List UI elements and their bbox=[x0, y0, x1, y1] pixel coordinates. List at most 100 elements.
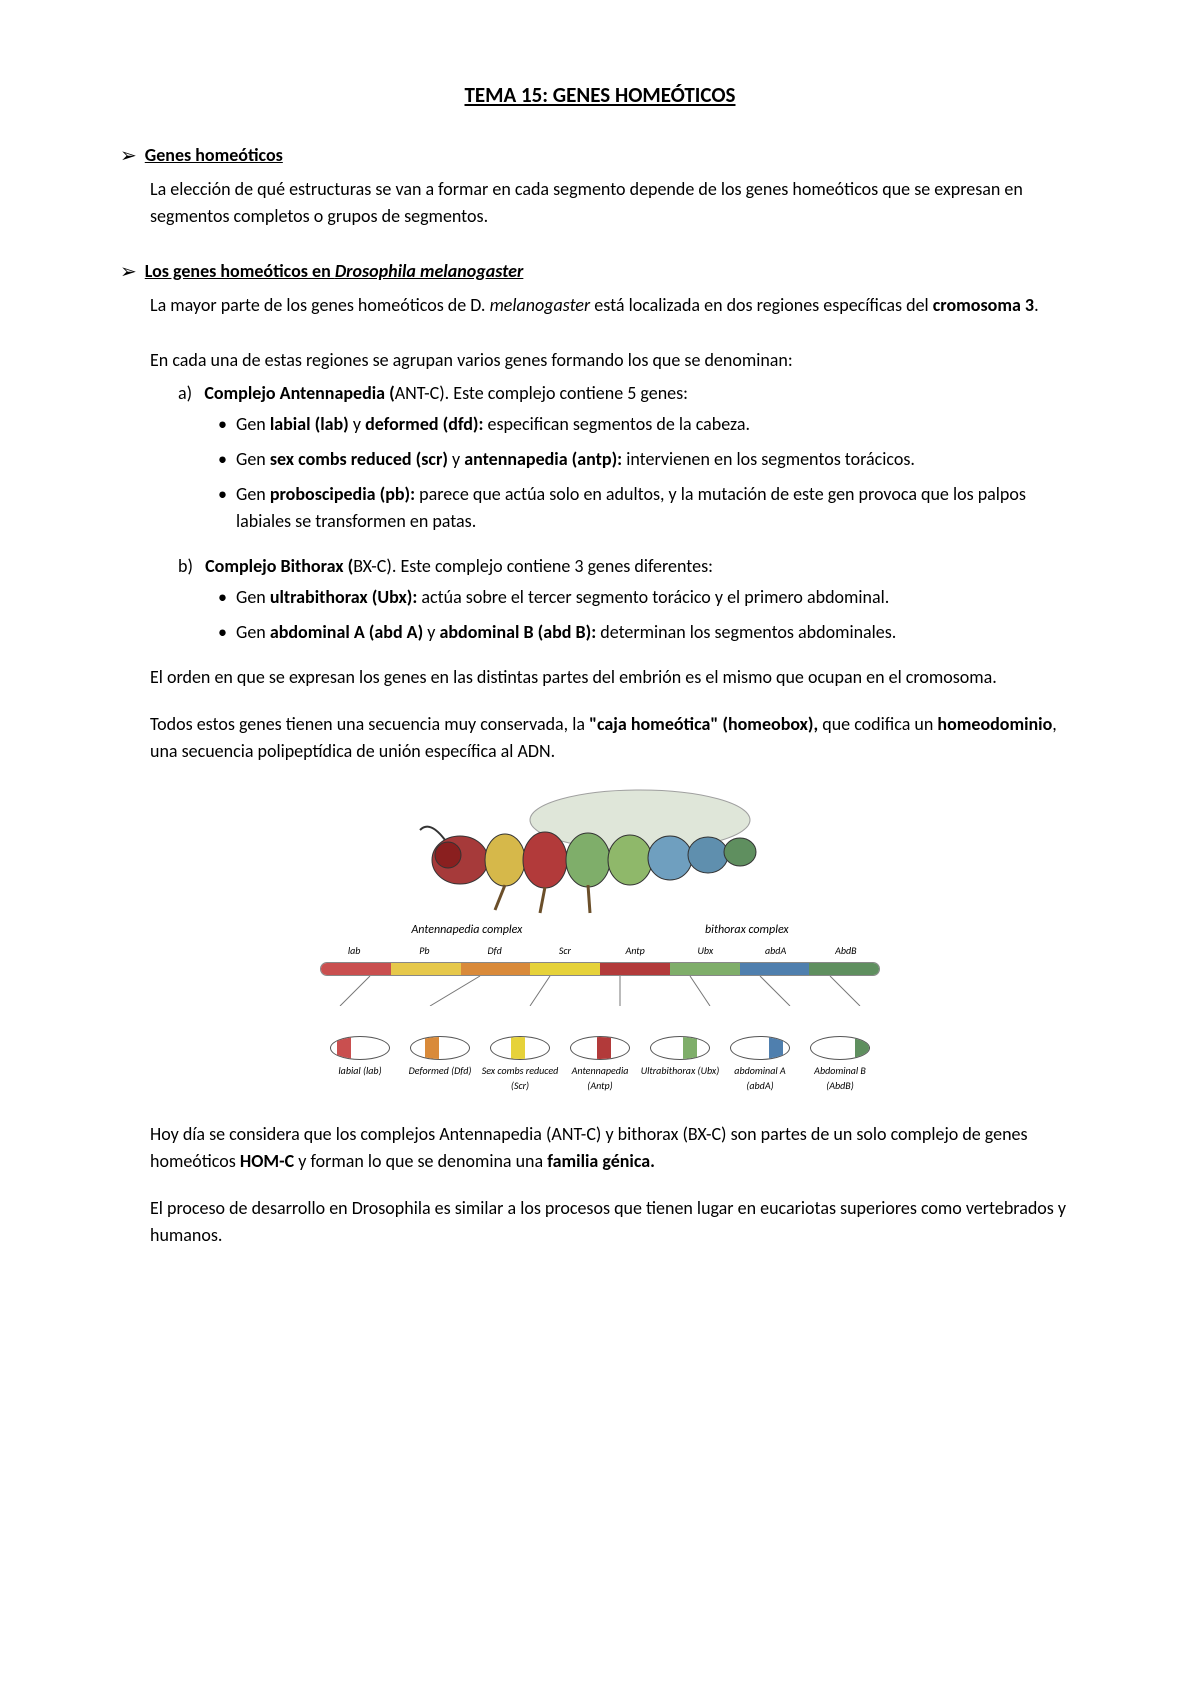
antc-bullets: Gen labial (lab) y deformed (dfd): espec… bbox=[218, 411, 1080, 535]
text-bold: cromosoma 3 bbox=[933, 294, 1034, 316]
chromosome-segment bbox=[530, 963, 600, 975]
para-homeobox: Todos estos genes tienen una secuencia m… bbox=[150, 711, 1080, 765]
text-bold: antennapedia (antp): bbox=[464, 448, 622, 470]
text-bold: sex combs reduced (scr) bbox=[270, 448, 448, 470]
bullet-item: Gen abdominal A (abd A) y abdominal B (a… bbox=[218, 619, 1080, 646]
embryo-label: Antennapedia (Antp) bbox=[560, 1063, 640, 1093]
section1-body: La elección de qué estructuras se van a … bbox=[150, 176, 1080, 230]
embryo-shape-icon bbox=[650, 1036, 710, 1060]
text: La mayor parte de los genes homeóticos d… bbox=[150, 294, 490, 316]
embryo-shape-icon bbox=[570, 1036, 630, 1060]
embryo-label: Deformed (Dfd) bbox=[400, 1063, 480, 1078]
chromosome-bar bbox=[320, 962, 880, 976]
embryo-shape-icon bbox=[490, 1036, 550, 1060]
text: y bbox=[448, 448, 464, 470]
bullet-item: Gen proboscipedia (pb): parece que actúa… bbox=[218, 481, 1080, 535]
embryo-label: Abdominal B (AbdB) bbox=[800, 1063, 880, 1093]
embryo-item: Sex combs reduced (Scr) bbox=[480, 1036, 560, 1093]
embryo-item: Abdominal B (AbdB) bbox=[800, 1036, 880, 1093]
text: Todos estos genes tienen una secuencia m… bbox=[150, 713, 589, 735]
section-genes-homeoticos: ➢ Genes homeóticos La elección de qué es… bbox=[120, 142, 1080, 230]
embryo-label: abdominal A (abdA) bbox=[720, 1063, 800, 1093]
embryo-item: Antennapedia (Antp) bbox=[560, 1036, 640, 1093]
text: intervienen en los segmentos torácicos. bbox=[622, 448, 915, 470]
complex-labels: Antennapedia complex bithorax complex bbox=[320, 921, 880, 939]
gene-label: abdA bbox=[742, 943, 810, 958]
chromosome-segment bbox=[740, 963, 810, 975]
heading-italic: Drosophila melanogaster bbox=[335, 260, 524, 282]
section-heading: Genes homeóticos bbox=[145, 142, 283, 169]
section2-intro: La mayor parte de los genes homeóticos d… bbox=[150, 292, 1080, 319]
section-heading: Los genes homeóticos en Drosophila melan… bbox=[145, 258, 524, 285]
chromosome-segment bbox=[600, 963, 670, 975]
para-order: El orden en que se expresan los genes en… bbox=[150, 664, 1080, 691]
section-drosophila: ➢ Los genes homeóticos en Drosophila mel… bbox=[120, 258, 1080, 319]
text: Gen bbox=[236, 586, 270, 608]
grouping-lead: En cada una de estas regiones se agrupan… bbox=[150, 347, 1080, 374]
chromosome-segment bbox=[321, 963, 391, 975]
gene-label: Ubx bbox=[671, 943, 739, 958]
text-bold: labial (lab) bbox=[270, 413, 349, 435]
embryo-shape-icon bbox=[730, 1036, 790, 1060]
complex-list: a) Complejo Antennapedia (ANT-C). Este c… bbox=[178, 380, 1080, 646]
embryo-item: abdominal A (abdA) bbox=[720, 1036, 800, 1093]
text: y bbox=[423, 621, 439, 643]
chromosome-segment bbox=[391, 963, 461, 975]
embryo-label: Sex combs reduced (Scr) bbox=[480, 1063, 560, 1093]
gene-label: AbdB bbox=[812, 943, 880, 958]
antc-item: a) Complejo Antennapedia (ANT-C). Este c… bbox=[178, 380, 1080, 535]
drosophila-figure: Antennapedia complex bithorax complex la… bbox=[120, 785, 1080, 1093]
embryo-label: Ultrabithorax (Ubx) bbox=[640, 1063, 720, 1078]
bullet-item: Gen ultrabithorax (Ubx): actúa sobre el … bbox=[218, 584, 1080, 611]
bullet-item: Gen sex combs reduced (scr) y antennaped… bbox=[218, 446, 1080, 473]
list-marker: a) bbox=[178, 382, 192, 404]
text-bold: familia génica. bbox=[547, 1150, 655, 1172]
embryo-row: labial (lab)Deformed (Dfd)Sex combs redu… bbox=[320, 1036, 880, 1093]
text: Gen bbox=[236, 413, 270, 435]
text-bold: proboscipedia (pb): bbox=[270, 483, 415, 505]
text-bold: ultrabithorax (Ubx): bbox=[270, 586, 417, 608]
gene-label: Dfd bbox=[461, 943, 529, 958]
text-bold: Complejo Antennapedia ( bbox=[204, 382, 394, 404]
text-bold: "caja homeótica" (homeobox), bbox=[589, 713, 818, 735]
text: especifican segmentos de la cabeza. bbox=[483, 413, 750, 435]
gene-label: Scr bbox=[531, 943, 599, 958]
complex-right-label: bithorax complex bbox=[705, 921, 789, 939]
gene-label: lab bbox=[320, 943, 388, 958]
text: Gen bbox=[236, 448, 270, 470]
heading-text: Los genes homeóticos en bbox=[145, 260, 335, 282]
bullet-arrow-icon: ➢ bbox=[120, 258, 137, 286]
text-bold: HOM-C bbox=[240, 1150, 294, 1172]
text-bold: abdominal A (abd A) bbox=[270, 621, 423, 643]
embryo-item: Deformed (Dfd) bbox=[400, 1036, 480, 1093]
text: que codifica un bbox=[818, 713, 937, 735]
gene-label: Antp bbox=[601, 943, 669, 958]
chromosome-segment bbox=[670, 963, 740, 975]
embryo-item: Ultrabithorax (Ubx) bbox=[640, 1036, 720, 1093]
text: determinan los segmentos abdominales. bbox=[596, 621, 896, 643]
bullet-arrow-icon: ➢ bbox=[120, 142, 137, 170]
para-homc: Hoy día se considera que los complejos A… bbox=[150, 1121, 1080, 1175]
connector-lines-icon bbox=[320, 976, 880, 1006]
gene-labels-row: labPbDfdScrAntpUbxabdAAbdB bbox=[320, 943, 880, 958]
embryo-label: labial (lab) bbox=[320, 1063, 400, 1078]
text: y forman lo que se denomina una bbox=[294, 1150, 547, 1172]
embryo-shape-icon bbox=[330, 1036, 390, 1060]
embryo-shape-icon bbox=[410, 1036, 470, 1060]
chromosome-segment bbox=[461, 963, 531, 975]
text-bold: homeodominio bbox=[937, 713, 1052, 735]
para-eukaryotes: El proceso de desarrollo en Drosophila e… bbox=[150, 1195, 1080, 1249]
chromosome-segment bbox=[809, 963, 879, 975]
bxc-item: b) Complejo Bithorax (BX-C). Este comple… bbox=[178, 553, 1080, 646]
text: BX-C). Este complejo contiene 3 genes di… bbox=[353, 555, 713, 577]
text-bold: Complejo Bithorax ( bbox=[205, 555, 353, 577]
text-bold: deformed (dfd): bbox=[365, 413, 483, 435]
text: actúa sobre el tercer segmento torácico … bbox=[417, 586, 889, 608]
text: y bbox=[349, 413, 365, 435]
text: Gen bbox=[236, 621, 270, 643]
embryo-item: labial (lab) bbox=[320, 1036, 400, 1093]
text-italic: melanogaster bbox=[490, 294, 591, 316]
text: está localizada en dos regiones específi… bbox=[590, 294, 933, 316]
gene-label: Pb bbox=[390, 943, 458, 958]
complex-left-label: Antennapedia complex bbox=[411, 921, 522, 939]
